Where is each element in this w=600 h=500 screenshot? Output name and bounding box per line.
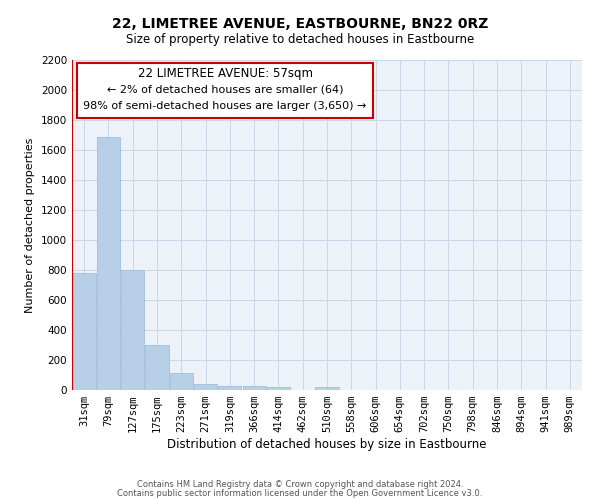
- Text: Size of property relative to detached houses in Eastbourne: Size of property relative to detached ho…: [126, 32, 474, 46]
- Bar: [145, 345, 169, 390]
- Text: Contains public sector information licensed under the Open Government Licence v3: Contains public sector information licen…: [118, 488, 482, 498]
- Text: ← 2% of detached houses are smaller (64): ← 2% of detached houses are smaller (64): [107, 84, 343, 95]
- Text: 22 LIMETREE AVENUE: 57sqm: 22 LIMETREE AVENUE: 57sqm: [137, 68, 313, 80]
- Bar: [242, 386, 266, 390]
- Bar: [73, 273, 95, 390]
- Bar: [218, 386, 241, 390]
- Text: 98% of semi-detached houses are larger (3,650) →: 98% of semi-detached houses are larger (…: [83, 101, 367, 112]
- Text: Contains HM Land Registry data © Crown copyright and database right 2024.: Contains HM Land Registry data © Crown c…: [137, 480, 463, 489]
- Y-axis label: Number of detached properties: Number of detached properties: [25, 138, 35, 312]
- FancyBboxPatch shape: [77, 64, 373, 118]
- Bar: [121, 270, 144, 390]
- Text: 22, LIMETREE AVENUE, EASTBOURNE, BN22 0RZ: 22, LIMETREE AVENUE, EASTBOURNE, BN22 0R…: [112, 18, 488, 32]
- Bar: [316, 387, 338, 390]
- X-axis label: Distribution of detached houses by size in Eastbourne: Distribution of detached houses by size …: [167, 438, 487, 451]
- Bar: [170, 373, 193, 390]
- Bar: [267, 387, 290, 390]
- Bar: [194, 384, 217, 390]
- Bar: [97, 136, 120, 390]
